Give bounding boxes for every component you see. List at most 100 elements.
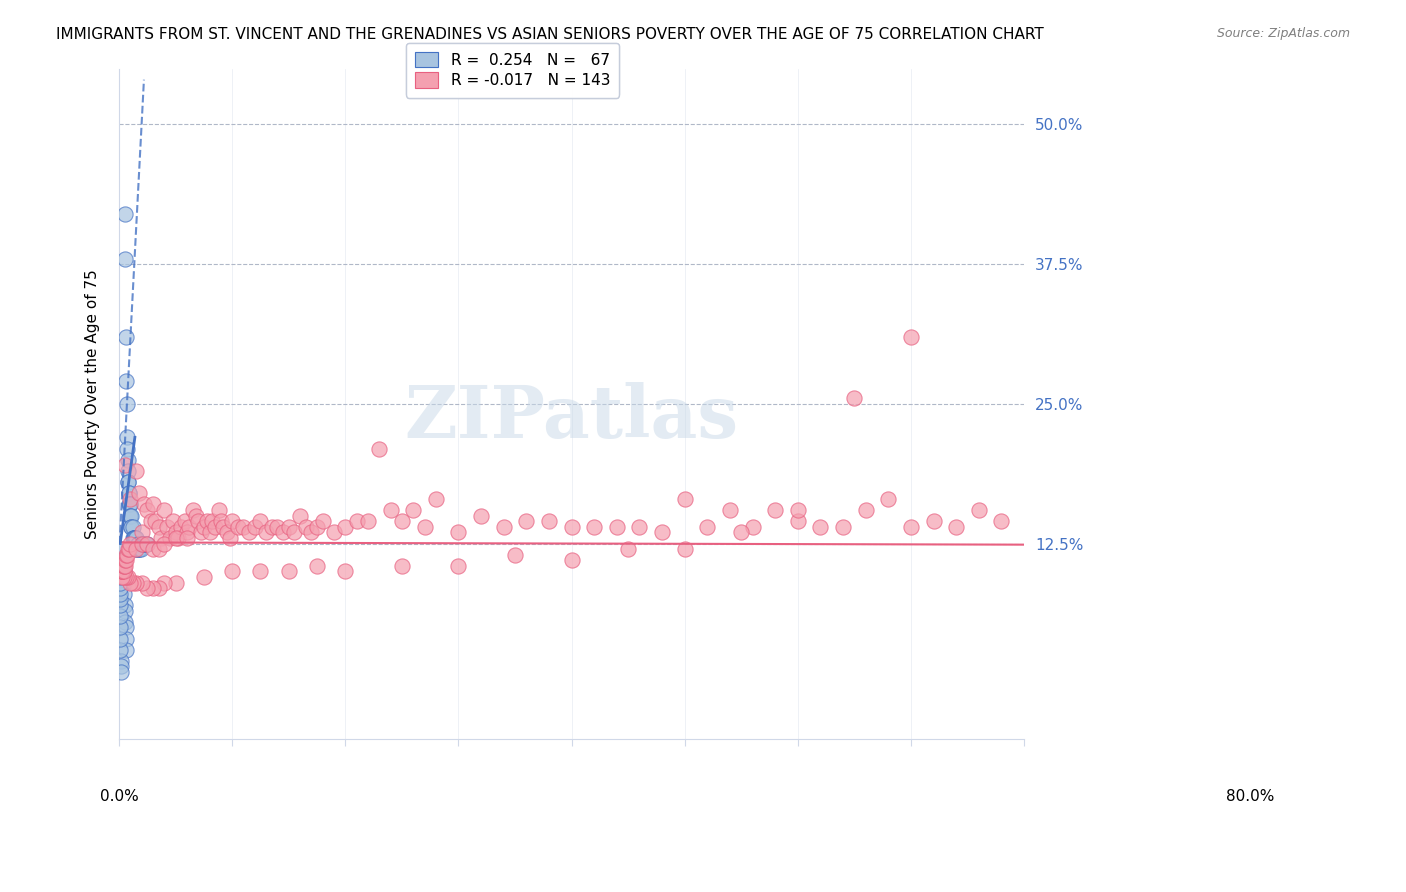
Point <box>763 503 786 517</box>
Point <box>741 520 763 534</box>
Point <box>111 565 134 579</box>
Legend: R =  0.254   N =   67, R = -0.017   N = 143: R = 0.254 N = 67, R = -0.017 N = 143 <box>406 43 619 97</box>
Point <box>198 525 221 540</box>
Point <box>249 514 271 528</box>
Point <box>696 520 718 534</box>
Point <box>967 503 990 517</box>
Point <box>312 514 335 528</box>
Point <box>143 514 166 528</box>
Point <box>115 397 138 411</box>
Point <box>503 548 526 562</box>
Point <box>277 565 299 579</box>
Point <box>193 570 215 584</box>
Point <box>299 525 322 540</box>
Point <box>673 542 696 557</box>
Point <box>176 531 198 545</box>
Point <box>305 520 328 534</box>
Point <box>114 615 136 629</box>
Point <box>111 542 134 557</box>
Point <box>162 514 184 528</box>
Point <box>136 503 159 517</box>
Y-axis label: Seniors Poverty Over the Age of 75: Seniors Poverty Over the Age of 75 <box>86 269 100 539</box>
Point <box>120 575 142 590</box>
Point <box>447 558 470 573</box>
Point <box>357 514 380 528</box>
Point <box>195 514 218 528</box>
Point <box>810 520 832 534</box>
Point <box>628 520 651 534</box>
Point <box>335 565 357 579</box>
Point <box>120 508 142 523</box>
Point <box>561 553 583 567</box>
Point <box>391 558 413 573</box>
Text: IMMIGRANTS FROM ST. VINCENT AND THE GRENADINES VS ASIAN SENIORS POVERTY OVER THE: IMMIGRANTS FROM ST. VINCENT AND THE GREN… <box>56 27 1045 42</box>
Point <box>115 442 138 456</box>
Point <box>112 558 135 573</box>
Point <box>112 565 135 579</box>
Point <box>288 508 311 523</box>
Point <box>127 542 149 557</box>
Point <box>346 514 368 528</box>
Point <box>128 542 150 557</box>
Point <box>142 542 165 557</box>
Text: 80.0%: 80.0% <box>1226 789 1275 805</box>
Point <box>215 525 238 540</box>
Point <box>212 520 235 534</box>
Point <box>730 525 752 540</box>
Point <box>111 570 134 584</box>
Point <box>786 503 808 517</box>
Point <box>115 642 138 657</box>
Point <box>114 207 136 221</box>
Point <box>121 575 143 590</box>
Point <box>238 525 260 540</box>
Point <box>187 514 209 528</box>
Point <box>108 565 131 579</box>
Point <box>131 536 153 550</box>
Point <box>155 520 177 534</box>
Point <box>110 659 132 673</box>
Point <box>277 520 299 534</box>
Point <box>673 491 696 506</box>
Point <box>844 391 866 405</box>
Point <box>173 514 195 528</box>
Point <box>148 520 170 534</box>
Point <box>402 503 425 517</box>
Point <box>167 531 190 545</box>
Point <box>922 514 945 528</box>
Point <box>201 514 224 528</box>
Point <box>718 503 741 517</box>
Point <box>125 542 148 557</box>
Point <box>118 486 141 500</box>
Point <box>121 531 143 545</box>
Point <box>121 520 143 534</box>
Point <box>877 491 900 506</box>
Point <box>127 536 149 550</box>
Point <box>153 536 176 550</box>
Point <box>117 542 139 557</box>
Point <box>114 252 136 266</box>
Point <box>425 491 447 506</box>
Point <box>561 520 583 534</box>
Point <box>136 536 159 550</box>
Point <box>115 548 138 562</box>
Point <box>515 514 537 528</box>
Point <box>118 486 141 500</box>
Point <box>131 525 153 540</box>
Point <box>176 525 198 540</box>
Point <box>139 514 162 528</box>
Point <box>125 531 148 545</box>
Point <box>184 508 207 523</box>
Point <box>142 497 165 511</box>
Point <box>323 525 346 540</box>
Point <box>117 475 139 489</box>
Text: ZIPatlas: ZIPatlas <box>405 382 738 453</box>
Point <box>108 642 131 657</box>
Point <box>165 525 187 540</box>
Point <box>249 565 271 579</box>
Point <box>209 514 232 528</box>
Point <box>181 503 204 517</box>
Point <box>115 330 138 344</box>
Point <box>492 520 515 534</box>
Point <box>108 598 131 612</box>
Point <box>260 520 283 534</box>
